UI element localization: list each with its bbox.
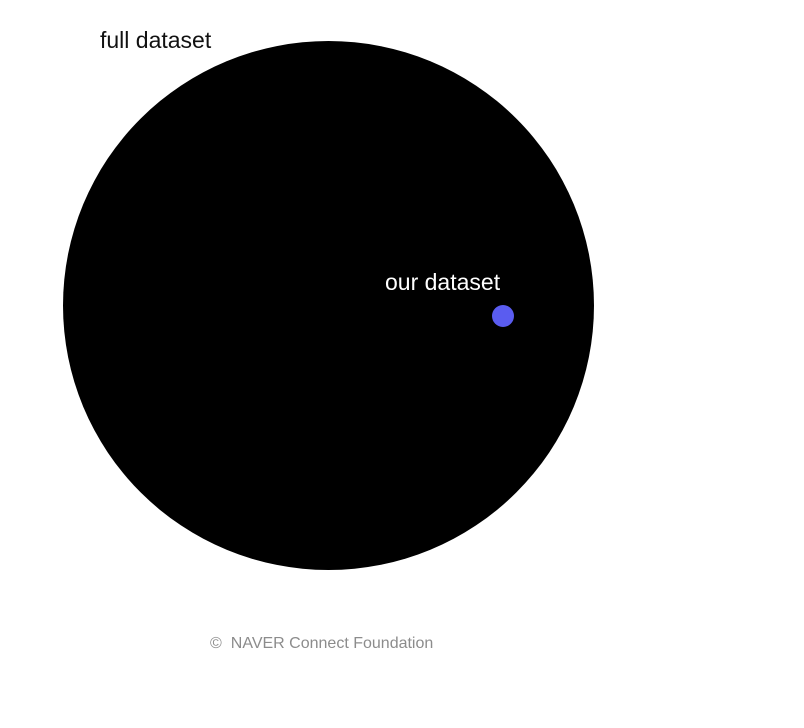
full-dataset-label: full dataset (100, 27, 212, 53)
full-dataset-circle (63, 41, 594, 570)
our-dataset-label: our dataset (385, 269, 501, 295)
copyright-symbol: © (210, 635, 222, 652)
copyright-footer: © NAVER Connect Foundation (210, 635, 433, 653)
copyright-text: NAVER Connect Foundation (230, 635, 434, 652)
our-dataset-dot (492, 305, 514, 327)
